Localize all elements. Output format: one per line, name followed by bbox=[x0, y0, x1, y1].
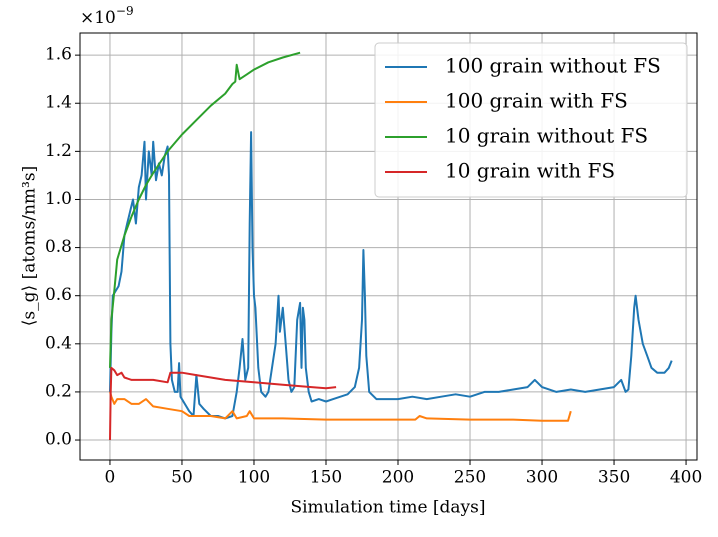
y-tick-label: 0.8 bbox=[45, 237, 72, 257]
legend: 100 grain without FS 100 grain with FS 10 … bbox=[374, 42, 688, 198]
x-tick-label: 50 bbox=[171, 468, 193, 488]
x-tick-label: 350 bbox=[598, 468, 630, 488]
y-tick-label: 1.0 bbox=[45, 189, 72, 209]
y-tick-label: 1.2 bbox=[45, 141, 72, 161]
x-tick-label: 250 bbox=[454, 468, 486, 488]
y-tick-label: 0.6 bbox=[45, 285, 72, 305]
y-tick-label: 0.0 bbox=[45, 430, 72, 450]
x-axis-label: Simulation time [days] bbox=[290, 498, 485, 518]
offset-base: ×10 bbox=[80, 8, 116, 28]
y-tick-label: 0.2 bbox=[45, 381, 72, 401]
x-tick-label: 200 bbox=[382, 468, 414, 488]
y-tick-label: 1.6 bbox=[45, 45, 72, 65]
series-line bbox=[109, 366, 337, 441]
offset-text: ×10−9 bbox=[80, 4, 134, 28]
y-axis-label: ⟨s_g⟩ [atoms/nm³s] bbox=[20, 166, 40, 326]
legend-label: 100 grain without FS bbox=[445, 54, 661, 78]
legend-label: 100 grain with FS bbox=[445, 89, 628, 113]
x-tick-label: 0 bbox=[105, 468, 116, 488]
legend-box bbox=[374, 42, 688, 198]
x-tick-label: 300 bbox=[526, 468, 558, 488]
x-tick-label: 400 bbox=[670, 468, 702, 488]
series-line bbox=[109, 51, 301, 368]
legend-label: 10 grain with FS bbox=[445, 159, 615, 183]
plot-frame bbox=[79, 32, 698, 461]
y-tick-label: 0.4 bbox=[45, 333, 72, 353]
offset-exponent: −9 bbox=[116, 4, 134, 18]
x-tick-label: 150 bbox=[310, 468, 342, 488]
series-line bbox=[109, 391, 572, 422]
y-tick-label: 1.4 bbox=[45, 93, 72, 113]
x-tick-label: 100 bbox=[238, 468, 270, 488]
legend-label: 10 grain without FS bbox=[445, 124, 648, 148]
